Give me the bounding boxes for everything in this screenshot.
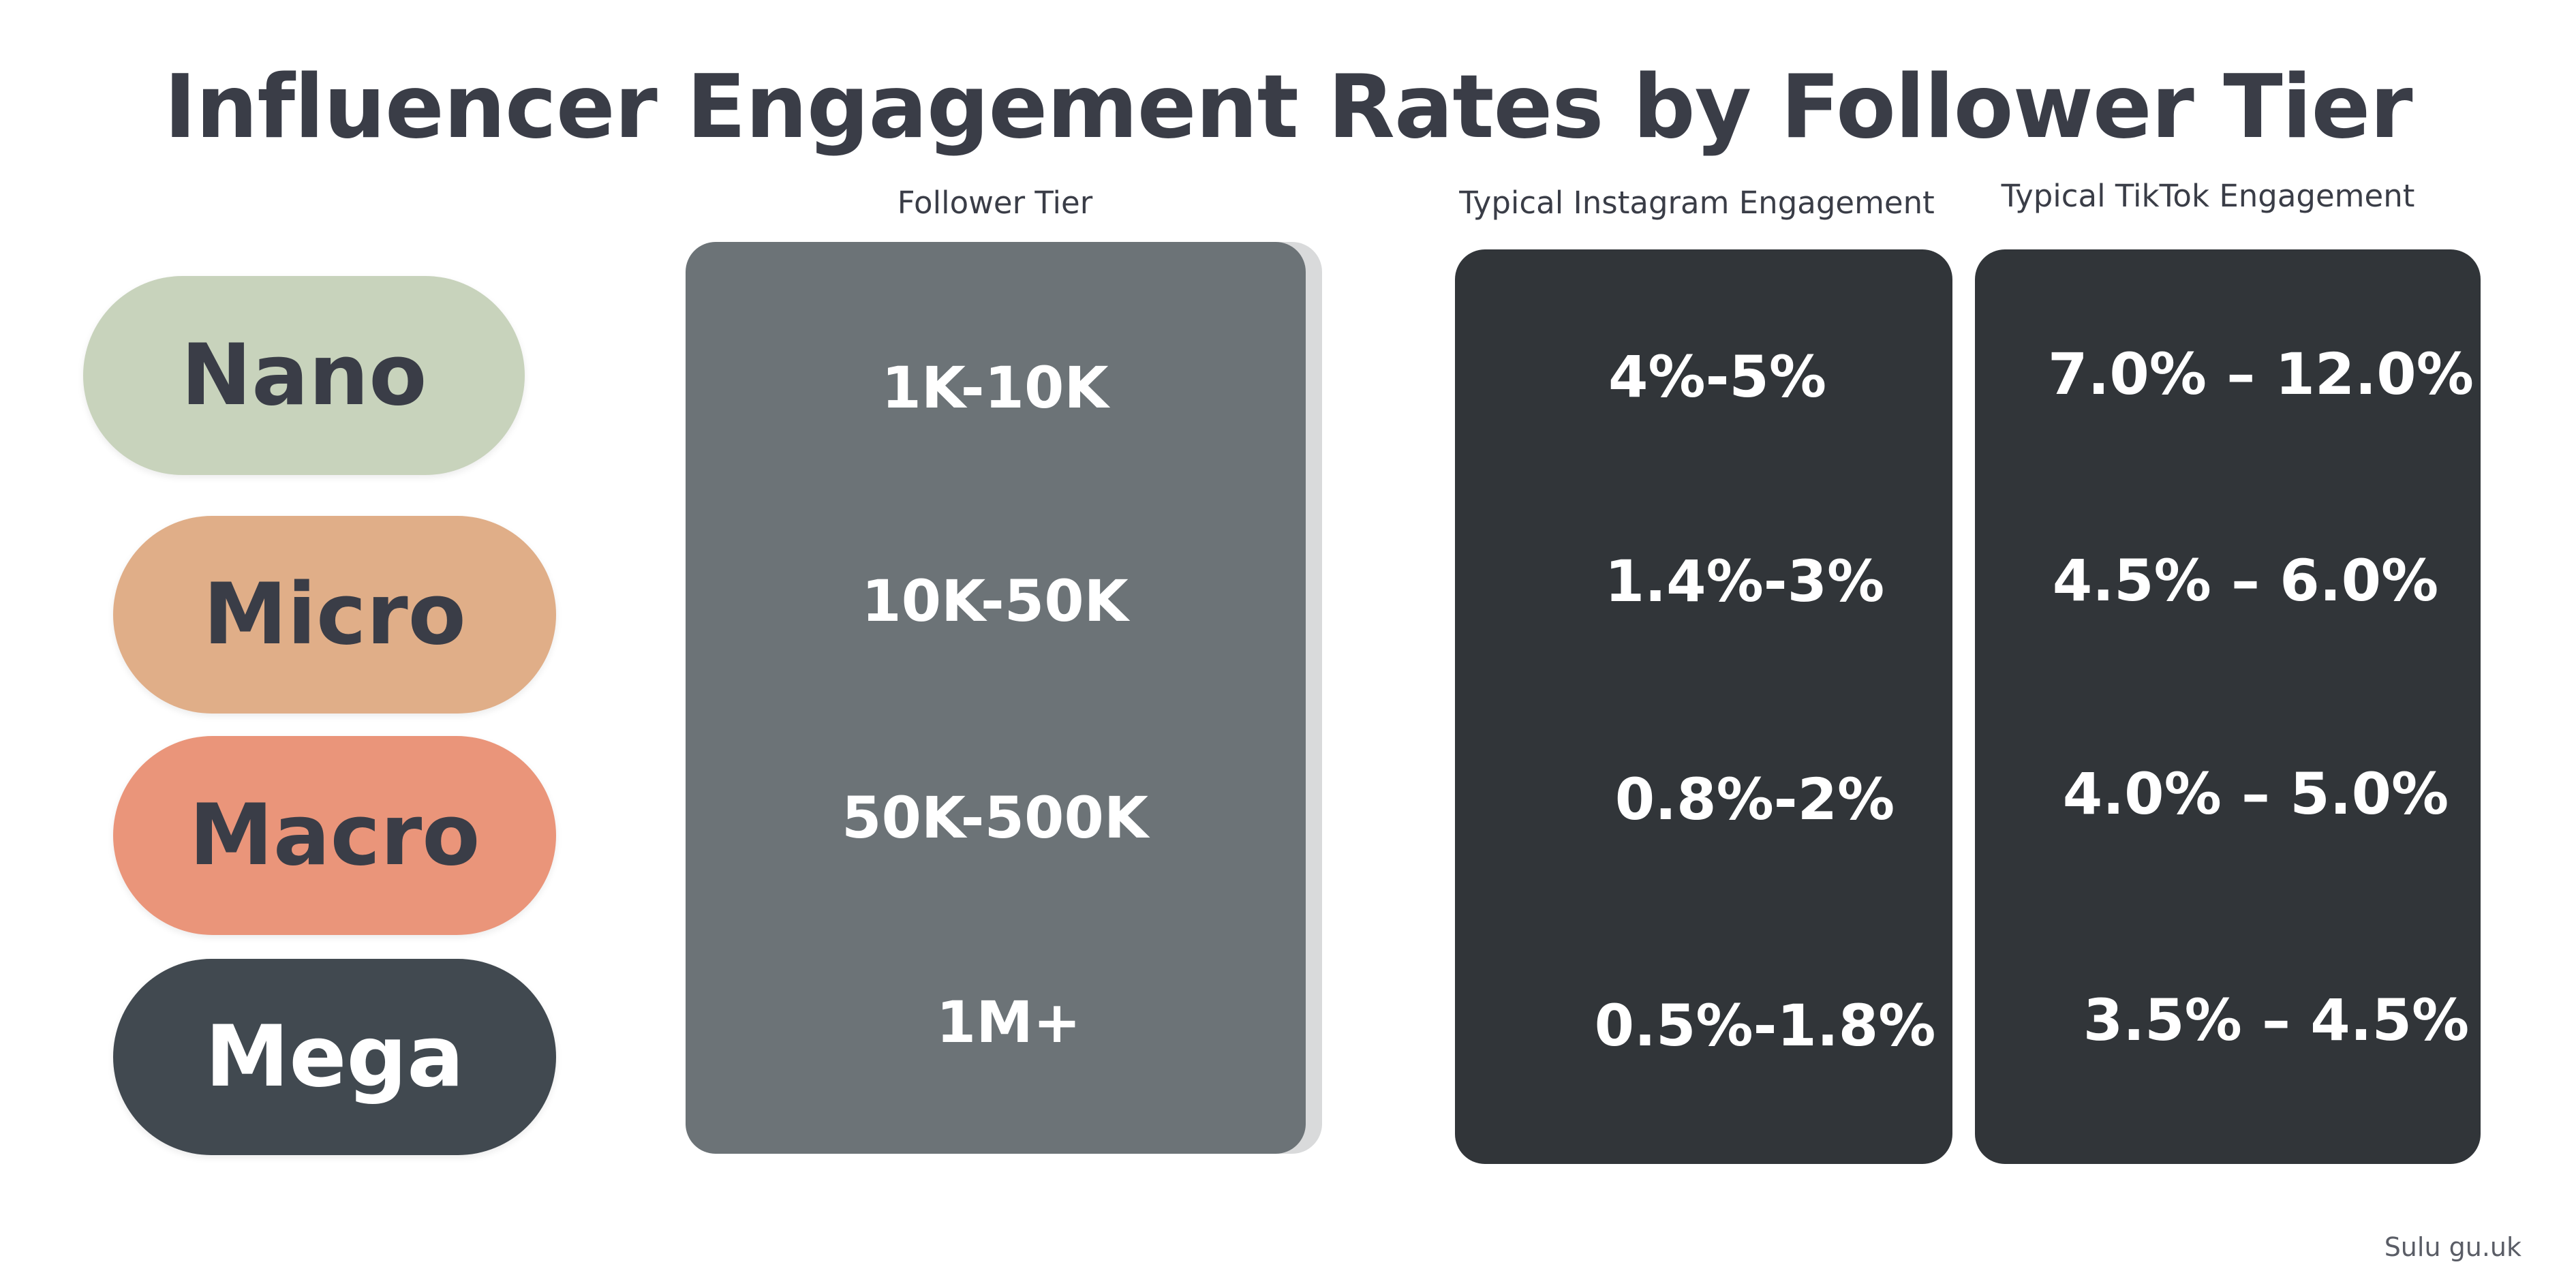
tier-pill-macro: Macro <box>113 736 556 935</box>
instagram-panel <box>1455 249 1952 1164</box>
column-header-tiktok: Typical TikTok Engagement <box>2001 178 2415 214</box>
watermark: Sulu gu.uk <box>2384 1232 2521 1262</box>
instagram-cell-macro: 0.8%-2% <box>1614 766 1895 833</box>
followers-cell-mega: 1M+ <box>936 989 1082 1056</box>
column-header-instagram: Typical Instagram Engagement <box>1459 185 1935 221</box>
instagram-cell-mega: 0.5%-1.8% <box>1594 992 1936 1059</box>
tier-label: Micro <box>203 566 466 664</box>
tier-pill-nano: Nano <box>83 276 525 475</box>
followers-cell-micro: 10K-50K <box>861 568 1129 634</box>
instagram-cell-micro: 1.4%-3% <box>1604 548 1885 615</box>
followers-cell-macro: 50K-500K <box>842 784 1148 851</box>
tier-pill-micro: Micro <box>113 516 556 714</box>
followers-cell-nano: 1K-10K <box>881 354 1109 421</box>
tier-label: Mega <box>205 1008 464 1106</box>
tier-label: Macro <box>189 786 480 885</box>
follower-tier-panel <box>686 242 1306 1154</box>
chart-title: Influencer Engagement Rates by Follower … <box>164 57 2413 158</box>
tiktok-cell-micro: 4.5% – 6.0% <box>2052 547 2439 614</box>
tiktok-panel <box>1975 249 2481 1164</box>
tiktok-cell-macro: 4.0% – 5.0% <box>2062 761 2449 827</box>
tiktok-cell-mega: 3.5% – 4.5% <box>2083 987 2470 1054</box>
tiktok-cell-nano: 7.0% – 12.0% <box>2048 341 2474 408</box>
tier-label: Nano <box>181 326 427 425</box>
tier-pill-mega: Mega <box>113 959 556 1155</box>
column-header-follower-tier: Follower Tier <box>897 185 1093 221</box>
instagram-cell-nano: 4%-5% <box>1608 343 1827 410</box>
